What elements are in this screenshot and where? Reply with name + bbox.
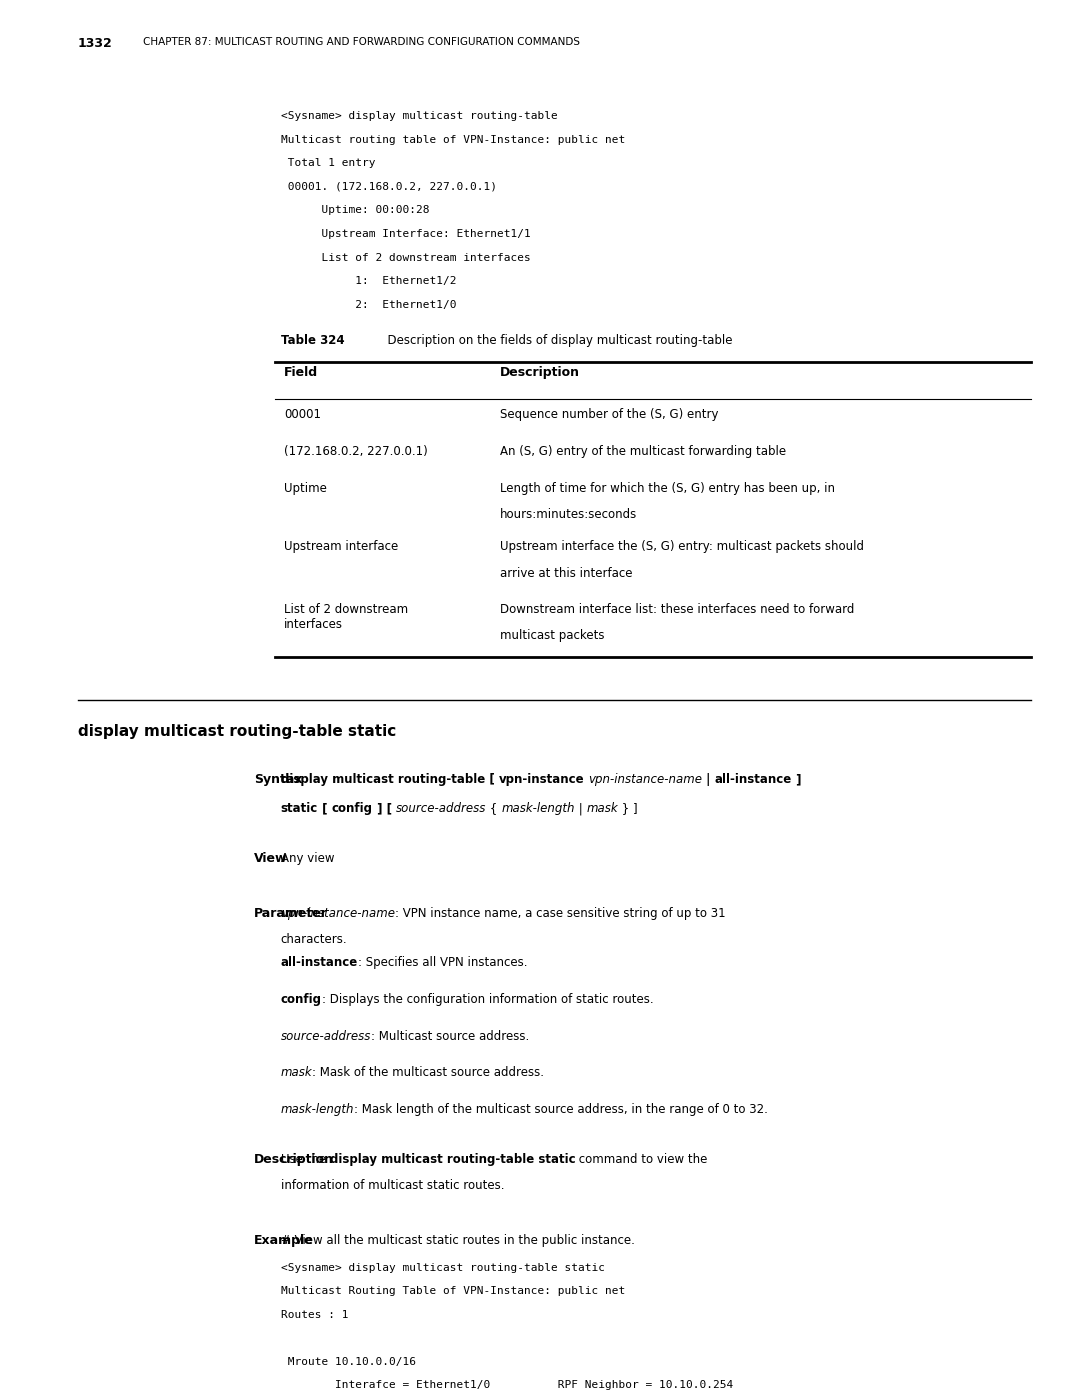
Text: hours:minutes:seconds: hours:minutes:seconds bbox=[500, 507, 637, 521]
Text: Any view: Any view bbox=[281, 852, 335, 865]
Text: List of 2 downstream
interfaces: List of 2 downstream interfaces bbox=[284, 604, 408, 631]
Text: 1:  Ethernet1/2: 1: Ethernet1/2 bbox=[281, 277, 457, 286]
Text: |: | bbox=[575, 802, 586, 814]
Text: 1332: 1332 bbox=[78, 36, 112, 50]
Text: Description: Description bbox=[254, 1153, 334, 1165]
Text: Multicast Routing Table of VPN-Instance: public net: Multicast Routing Table of VPN-Instance:… bbox=[281, 1287, 625, 1296]
Text: Description on the fields of display multicast routing-table: Description on the fields of display mul… bbox=[380, 334, 732, 346]
Text: View: View bbox=[254, 852, 287, 865]
Text: Syntax: Syntax bbox=[254, 774, 302, 787]
Text: source-address: source-address bbox=[281, 1030, 372, 1042]
Text: {: { bbox=[486, 802, 501, 814]
Text: ]: ] bbox=[792, 774, 801, 787]
Text: source-address: source-address bbox=[395, 802, 486, 814]
Text: multicast packets: multicast packets bbox=[500, 630, 605, 643]
Text: Routes : 1: Routes : 1 bbox=[281, 1310, 348, 1320]
Text: <Sysname> display multicast routing-table static: <Sysname> display multicast routing-tabl… bbox=[281, 1263, 605, 1273]
Text: config: config bbox=[332, 802, 373, 814]
Text: : Mask length of the multicast source address, in the range of 0 to 32.: : Mask length of the multicast source ad… bbox=[354, 1104, 768, 1116]
Text: 00001. (172.168.0.2, 227.0.0.1): 00001. (172.168.0.2, 227.0.0.1) bbox=[281, 182, 497, 191]
Text: Upstream interface the (S, G) entry: multicast packets should: Upstream interface the (S, G) entry: mul… bbox=[500, 541, 864, 553]
Text: Interafce = Ethernet1/0          RPF Neighbor = 10.10.0.254: Interafce = Ethernet1/0 RPF Neighbor = 1… bbox=[281, 1380, 733, 1390]
Text: Total 1 entry: Total 1 entry bbox=[281, 158, 376, 168]
Text: characters.: characters. bbox=[281, 933, 348, 946]
Text: information of multicast static routes.: information of multicast static routes. bbox=[281, 1179, 504, 1192]
Text: display multicast routing-table static: display multicast routing-table static bbox=[78, 724, 396, 739]
Text: Description: Description bbox=[500, 366, 580, 380]
Text: } ]: } ] bbox=[618, 802, 637, 814]
Text: List of 2 downstream interfaces: List of 2 downstream interfaces bbox=[281, 253, 530, 263]
Text: Mroute 10.10.0.0/16: Mroute 10.10.0.0/16 bbox=[281, 1356, 416, 1366]
Text: ] [: ] [ bbox=[373, 802, 395, 814]
Text: Downstream interface list: these interfaces need to forward: Downstream interface list: these interfa… bbox=[500, 604, 854, 616]
Text: |: | bbox=[702, 774, 715, 787]
Text: display multicast routing-table [: display multicast routing-table [ bbox=[281, 774, 499, 787]
Text: 2:  Ethernet1/0: 2: Ethernet1/0 bbox=[281, 299, 457, 310]
Text: Length of time for which the (S, G) entry has been up, in: Length of time for which the (S, G) entr… bbox=[500, 482, 835, 495]
Text: display multicast routing-table static: display multicast routing-table static bbox=[329, 1153, 576, 1165]
Text: : Mask of the multicast source address.: : Mask of the multicast source address. bbox=[312, 1066, 544, 1080]
Text: config: config bbox=[281, 993, 322, 1006]
Text: [: [ bbox=[318, 802, 332, 814]
Text: Sequence number of the (S, G) entry: Sequence number of the (S, G) entry bbox=[500, 408, 718, 422]
Text: vpn-instance-name: vpn-instance-name bbox=[281, 907, 395, 919]
Text: mask-length: mask-length bbox=[281, 1104, 354, 1116]
Text: Multicast routing table of VPN-Instance: public net: Multicast routing table of VPN-Instance:… bbox=[281, 134, 625, 145]
Text: : VPN instance name, a case sensitive string of up to 31: : VPN instance name, a case sensitive st… bbox=[395, 907, 726, 919]
Text: : Multicast source address.: : Multicast source address. bbox=[372, 1030, 529, 1042]
Text: Table 324: Table 324 bbox=[281, 334, 345, 346]
Text: Upstream Interface: Ethernet1/1: Upstream Interface: Ethernet1/1 bbox=[281, 229, 530, 239]
Text: <Sysname> display multicast routing-table: <Sysname> display multicast routing-tabl… bbox=[281, 112, 557, 122]
Text: Parameter: Parameter bbox=[254, 907, 327, 919]
Text: Uptime: Uptime bbox=[284, 482, 327, 495]
Text: arrive at this interface: arrive at this interface bbox=[500, 567, 633, 580]
Text: Field: Field bbox=[284, 366, 319, 380]
Text: # View all the multicast static routes in the public instance.: # View all the multicast static routes i… bbox=[281, 1234, 635, 1248]
Text: Uptime: 00:00:28: Uptime: 00:00:28 bbox=[281, 205, 430, 215]
Text: 00001: 00001 bbox=[284, 408, 321, 422]
Text: command to view the: command to view the bbox=[576, 1153, 707, 1165]
Text: vpn-instance-name: vpn-instance-name bbox=[588, 774, 702, 787]
Text: Example: Example bbox=[254, 1234, 313, 1248]
Text: mask-length: mask-length bbox=[501, 802, 575, 814]
Text: : Displays the configuration information of static routes.: : Displays the configuration information… bbox=[322, 993, 653, 1006]
Text: all-instance: all-instance bbox=[281, 957, 359, 970]
Text: (172.168.0.2, 227.0.0.1): (172.168.0.2, 227.0.0.1) bbox=[284, 444, 428, 458]
Text: Use the: Use the bbox=[281, 1153, 329, 1165]
Text: vpn-instance: vpn-instance bbox=[499, 774, 584, 787]
Text: static: static bbox=[281, 802, 318, 814]
Text: all-instance: all-instance bbox=[715, 774, 792, 787]
Text: mask: mask bbox=[586, 802, 618, 814]
Text: Upstream interface: Upstream interface bbox=[284, 541, 399, 553]
Text: : Specifies all VPN instances.: : Specifies all VPN instances. bbox=[359, 957, 527, 970]
Text: CHAPTER 87: MULTICAST ROUTING AND FORWARDING CONFIGURATION COMMANDS: CHAPTER 87: MULTICAST ROUTING AND FORWAR… bbox=[143, 36, 580, 46]
Text: mask: mask bbox=[281, 1066, 312, 1080]
Text: An (S, G) entry of the multicast forwarding table: An (S, G) entry of the multicast forward… bbox=[500, 444, 786, 458]
